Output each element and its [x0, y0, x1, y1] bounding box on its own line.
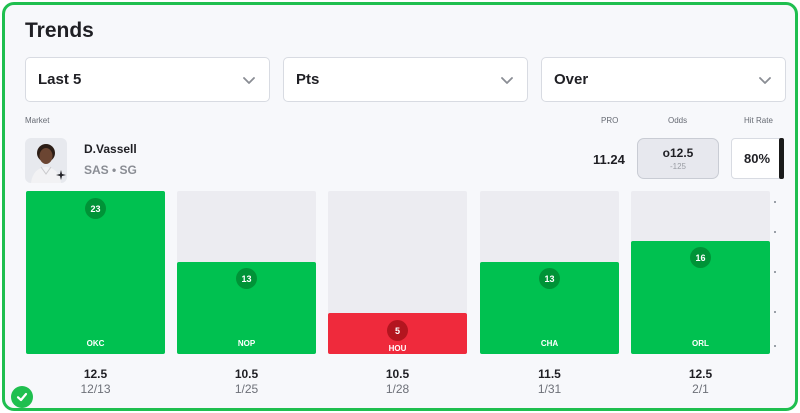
check-circle-icon [11, 386, 33, 408]
games-range-label: Last 5 [38, 71, 82, 88]
hit-rate-label: Hit Rate [744, 116, 773, 125]
odds-button[interactable]: o12.5 -125 [637, 138, 719, 179]
chevron-down-icon [759, 76, 771, 84]
game-column[interactable]: 13 CHA [480, 191, 619, 354]
points-bubble: 13 [539, 268, 560, 289]
odds-price: -125 [669, 162, 686, 171]
points-bar: 16 ORL [631, 241, 770, 354]
hit-rate-value: 80% [743, 151, 771, 166]
chevron-down-icon [501, 76, 513, 84]
opponent-label: ORL [692, 339, 709, 348]
scroll-hint [774, 345, 776, 347]
opponent-label: NOP [237, 339, 256, 348]
game-column[interactable]: 5 HOU [328, 191, 467, 354]
hit-rate-edge [779, 138, 784, 179]
game-column[interactable]: 13 NOP [177, 191, 316, 354]
stat-type-dropdown[interactable]: Pts [283, 57, 528, 102]
points-bubble: 5 [387, 320, 408, 341]
page-title: Trends [25, 19, 94, 42]
scroll-hint [774, 231, 776, 233]
stat-type-label: Pts [296, 71, 320, 88]
game-column[interactable]: 23 OKC [26, 191, 165, 354]
over-under-dropdown[interactable]: Over [541, 57, 786, 102]
prop-line: 10.5 [385, 367, 410, 381]
prop-line: 12.5 [83, 367, 108, 381]
points-bubble: 16 [690, 247, 711, 268]
points-bar: 13 CHA [480, 262, 619, 354]
points-bubble: 13 [236, 268, 257, 289]
game-date: 2/1 [692, 382, 709, 396]
game-date: 1/31 [537, 382, 562, 396]
points-bar: 5 HOU [328, 313, 467, 354]
scroll-hint [774, 271, 776, 273]
hit-rate-badge: 80% [731, 138, 783, 179]
chevron-down-icon [243, 76, 255, 84]
pro-projection: 11.24 [593, 152, 625, 167]
game-date: 12/13 [80, 382, 111, 396]
prop-line: 12.5 [688, 367, 713, 381]
points-bubble: 23 [85, 198, 106, 219]
opponent-label: HOU [388, 344, 407, 353]
scroll-hint [774, 311, 776, 313]
market-label: Market [25, 116, 50, 125]
prop-line: 11.5 [538, 367, 561, 381]
opponent-label: CHA [540, 339, 559, 348]
points-bar: 23 OKC [26, 191, 165, 354]
game-date: 1/25 [234, 382, 259, 396]
prop-line: 10.5 [234, 367, 259, 381]
game-column[interactable]: 16 ORL [631, 191, 770, 354]
game-date: 1/28 [385, 382, 410, 396]
odds-label: Odds [668, 116, 688, 125]
player-avatar [25, 138, 67, 183]
scroll-hint [774, 201, 776, 203]
spurs-logo-icon [56, 170, 66, 180]
opponent-label: OKC [86, 339, 105, 348]
player-team-position: SAS • SG [84, 163, 137, 177]
points-bar: 13 NOP [177, 262, 316, 354]
over-under-label: Over [554, 71, 589, 88]
odds-line: o12.5 [662, 146, 694, 160]
games-range-dropdown[interactable]: Last 5 [25, 57, 270, 102]
player-name: D.Vassell [84, 142, 137, 156]
pro-label: PRO [601, 116, 619, 125]
